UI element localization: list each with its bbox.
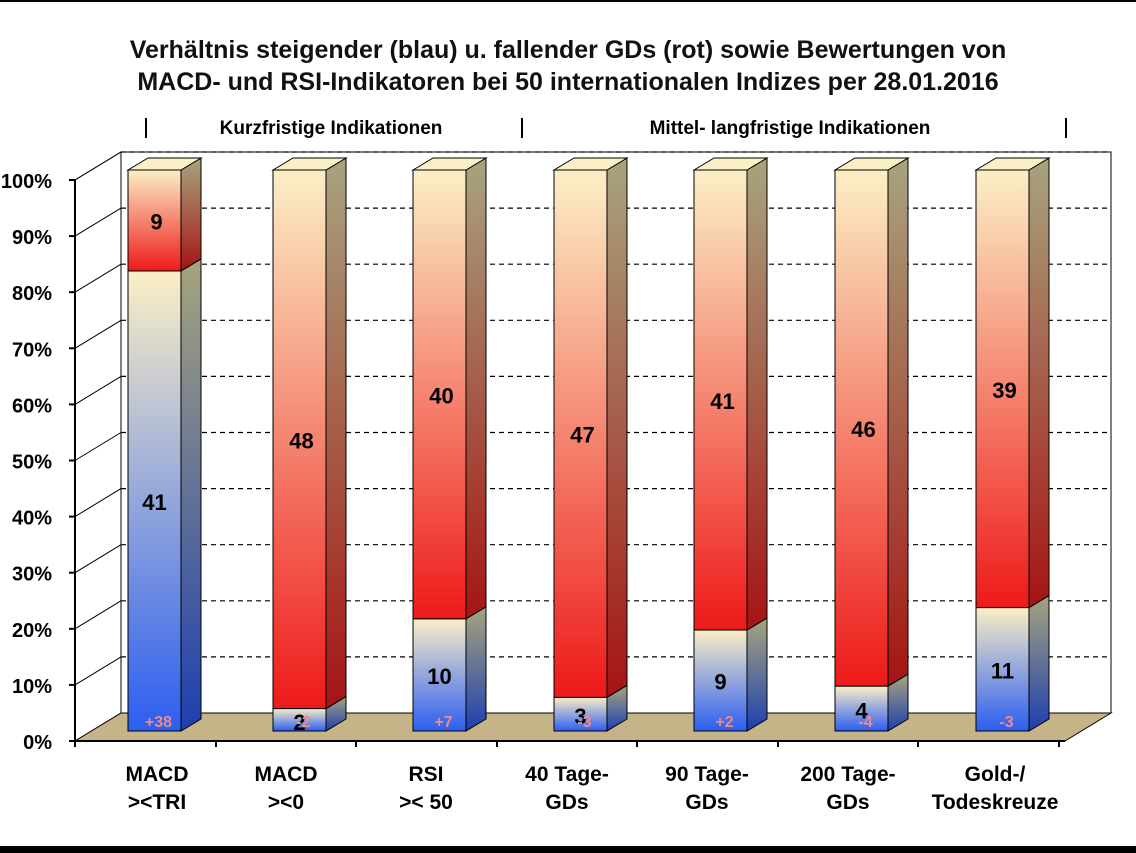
category-label-line-1: 90 Tage- (665, 763, 749, 786)
value-label-rising: 4 (855, 699, 868, 724)
bar-segment-falling (553, 169, 608, 698)
value-label-falling: 39 (992, 378, 1016, 403)
bar-group-4: 47 3-3 (552, 157, 629, 732)
y-tick-label: 50% (12, 452, 52, 474)
value-label-falling: 46 (851, 417, 875, 442)
category-label-line-2: >< 50 (399, 791, 453, 814)
y-tick-label: 0% (23, 732, 52, 754)
bar-group-3: 40 10 +7 (411, 157, 488, 732)
bar-side-falling (746, 157, 768, 631)
bar-segment-falling (834, 169, 889, 687)
section-label-short-term: Kurzfristige Indikationen (220, 118, 443, 139)
bar-top (974, 157, 1051, 171)
net-label: -3 (577, 714, 591, 731)
bar-side-rising (465, 605, 487, 732)
bar-top (411, 157, 488, 171)
category-label-line-2: GDs (826, 791, 869, 814)
net-label: +2 (715, 714, 733, 731)
category-label-line-1: 200 Tage- (800, 763, 895, 786)
category-label-line-2: ><0 (268, 791, 304, 814)
chart-title-line-1: Verhältnis steigender (blau) u. fallende… (129, 36, 1007, 64)
y-tick-label: 90% (12, 227, 52, 249)
gridline-side (74, 207, 122, 237)
bar-group-6: 46 4-4 (833, 157, 910, 732)
value-label-falling: 9 (150, 209, 162, 234)
bar-side-falling (606, 157, 628, 699)
bar-side-falling (325, 157, 347, 710)
bar-top (692, 157, 769, 171)
bar-side-falling (180, 157, 202, 272)
y-tick-label: 80% (12, 283, 52, 305)
bar-segment-falling (127, 169, 182, 272)
y-tick-label: 70% (12, 339, 52, 361)
gridline-side (74, 151, 122, 181)
section-label-mid-long-term: Mittel- langfristige Indikationen (650, 118, 931, 139)
bar-segment-rising (412, 618, 467, 732)
category-label-line-1: 40 Tage- (525, 763, 609, 786)
net-label: -4 (858, 714, 872, 731)
gridline-side (74, 488, 122, 518)
value-label-falling: 48 (289, 428, 313, 453)
y-tick-label: 10% (12, 676, 52, 698)
y-tick-label: 30% (12, 564, 52, 586)
y-tick-label: 100% (1, 171, 52, 193)
bar-segment-rising (693, 629, 748, 732)
value-label-rising: 9 (714, 670, 726, 695)
net-label: +38 (145, 714, 172, 731)
value-label-rising: 10 (427, 664, 451, 689)
value-label-falling: 47 (570, 423, 594, 448)
bar-top (271, 157, 348, 171)
bar-segment-falling (693, 169, 748, 631)
bar-side-falling (887, 157, 909, 688)
y-tick-label: 40% (12, 508, 52, 530)
value-label-rising: 3 (574, 704, 586, 729)
value-label-falling: 41 (710, 389, 734, 414)
value-label-rising: 41 (142, 490, 166, 515)
top-frame-line (0, 0, 1136, 2)
category-label-line-1: MACD (255, 763, 318, 786)
net-label: +7 (434, 714, 452, 731)
category-label-line-2: ><TRI (128, 791, 186, 814)
gridline-side (74, 656, 122, 686)
y-tick-label: 20% (12, 620, 52, 642)
bar-group-5: 41 9 +2 (692, 157, 769, 732)
category-label-line-1: Gold-/ (965, 763, 1026, 786)
bar-group-1: 9 41 +38 (126, 157, 203, 732)
category-label-line-2: GDs (685, 791, 728, 814)
bar-segment-rising (553, 696, 608, 732)
value-label-rising: 11 (991, 658, 1014, 683)
bar-side-rising (746, 617, 768, 732)
category-label-line-2: GDs (545, 791, 588, 814)
bar-top (833, 157, 910, 171)
bar-group-7: 39 11 -3 (974, 157, 1051, 732)
value-label-falling: 40 (429, 383, 453, 408)
gridline-side (74, 263, 122, 293)
bar-side-falling (465, 157, 487, 620)
net-label: -3 (999, 714, 1013, 731)
bar-segment-rising (975, 607, 1030, 732)
value-label-rising: 2 (293, 710, 305, 735)
bar-segment-falling (412, 169, 467, 620)
bar-side-rising (1028, 594, 1050, 732)
bar-top (126, 157, 203, 171)
bar-side-rising (180, 258, 202, 732)
category-label-line-2: Todeskreuze (932, 791, 1059, 814)
bar-group-2: 48 2-2 (271, 157, 348, 735)
net-label: -2 (296, 714, 310, 731)
gridline-side (74, 544, 122, 574)
category-label-line-1: MACD (126, 763, 189, 786)
gridline-side (74, 319, 122, 349)
bottom-frame-line (0, 846, 1136, 853)
bar-side-falling (1028, 157, 1050, 609)
gridline-side (74, 600, 122, 630)
bar-top (552, 157, 629, 171)
gridline-side (74, 432, 122, 461)
category-label-line-1: RSI (408, 763, 443, 786)
y-tick-label: 60% (12, 395, 52, 417)
gridline-side (74, 375, 122, 405)
chart-title-line-2: MACD- und RSI-Indikatoren bei 50 interna… (137, 68, 999, 96)
